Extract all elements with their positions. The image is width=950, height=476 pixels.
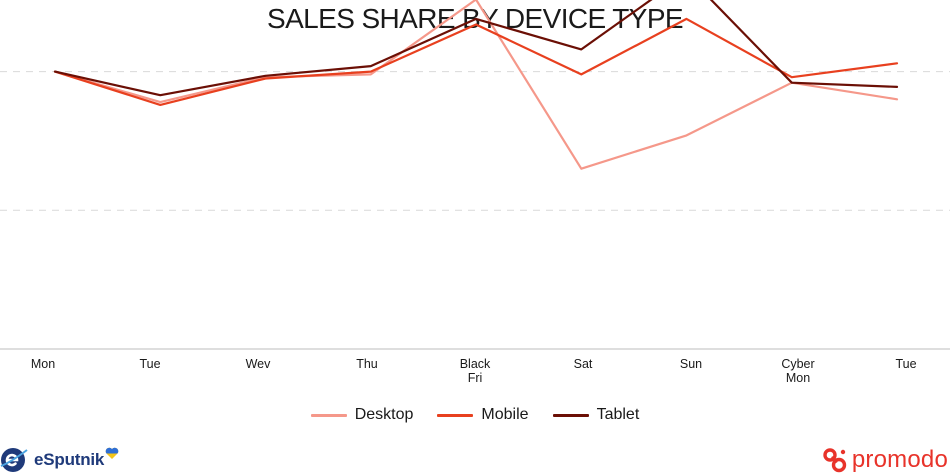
ukraine-heart-icon (105, 447, 119, 459)
series-layer (53, 0, 899, 170)
series-line-desktop (53, 0, 899, 170)
chart-legend: Desktop Mobile Tablet (0, 406, 950, 424)
x-tick-label: Tue (139, 357, 160, 371)
legend-swatch (310, 413, 347, 417)
x-tick-label-line: Tue (895, 357, 916, 371)
x-tick-label: Sat (574, 357, 593, 371)
x-tick-label-line: Fri (468, 371, 483, 385)
esputnik-mark-icon (0, 448, 28, 472)
x-tick-label-line: Tue (139, 357, 160, 371)
x-tick-label-line: Sun (680, 357, 702, 371)
legend-swatch (552, 413, 589, 417)
x-tick-label-line: Wev (246, 357, 272, 371)
x-tick-label: Black Fri (460, 357, 491, 385)
promodo-mark-icon (823, 448, 847, 473)
x-tick-label: Mon (31, 357, 55, 371)
series-line-mobile (53, 17, 899, 107)
grid-layer (0, 71, 950, 211)
series-line-tablet (53, 0, 899, 97)
promodo-logo: promodo (822, 444, 948, 476)
x-tick-label-line: Sat (574, 357, 593, 371)
x-tick-label-line: Thu (356, 357, 378, 371)
esputnik-logo-text: eSputnik (34, 450, 105, 469)
x-tick-label-line: Cyber (781, 357, 814, 371)
legend-label: Tablet (596, 406, 640, 423)
x-tick-label-line: Black (460, 357, 491, 371)
promodo-logo-text: promodo (851, 446, 948, 473)
esputnik-logo: eSputnik (0, 445, 119, 475)
x-tick-label-line: Mon (31, 357, 55, 371)
x-tick-label: Cyber Mon (781, 357, 814, 385)
legend-label: Mobile (481, 406, 529, 423)
legend-item-desktop: Desktop (310, 406, 414, 424)
legend-label: Desktop (354, 406, 414, 423)
x-tick-label: Sun (680, 357, 702, 371)
x-tick-label: Wev (246, 357, 272, 371)
x-tick-label: Tue (895, 357, 916, 371)
legend-item-tablet: Tablet (552, 406, 640, 424)
x-tick-label-line: Mon (786, 371, 810, 385)
x-tick-label: Thu (356, 357, 378, 371)
legend-item-mobile: Mobile (437, 406, 529, 424)
legend-swatch (437, 413, 474, 417)
